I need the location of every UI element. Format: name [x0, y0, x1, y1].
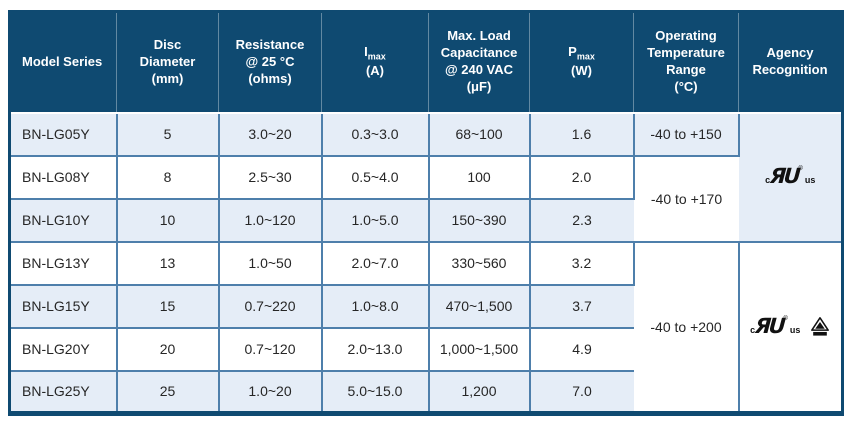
temp-range-cell: -40 to +150: [633, 112, 740, 157]
disc-diameter-cell: 13: [116, 241, 220, 286]
model-cell: BN-LG20Y: [9, 327, 118, 372]
pmax-symbol: P: [568, 44, 577, 60]
col-header-agency-recognition: Agency Recognition: [738, 11, 843, 114]
disc-diameter-cell: 20: [116, 327, 220, 372]
table-row: BN-LG10Y 10 1.0~120 1.0~5.0 150~390 2.3: [9, 198, 843, 243]
model-cell: BN-LG10Y: [9, 198, 118, 243]
disc-diameter-cell: 15: [116, 284, 220, 329]
disc-diameter-cell: 8: [116, 155, 220, 200]
table-row: BN-LG05Y 5 3.0~20 0.3~3.0 68~100 1.6 -40…: [9, 112, 843, 243]
table-row: BN-LG20Y 20 0.7~120 2.0~13.0 1,000~1,500…: [9, 327, 843, 372]
pmax-unit: (W): [571, 63, 592, 79]
capacitance-cell: 150~390: [428, 198, 531, 243]
imax-cell: 0.3~3.0: [321, 112, 430, 157]
col-header-imax: Imax (A): [321, 11, 429, 114]
model-cell: BN-LG05Y: [9, 112, 118, 157]
header-row: Model Series Disc Diameter (mm) Resistan…: [9, 11, 843, 114]
capacitance-cell: 470~1,500: [428, 284, 531, 329]
resistance-cell: 2.5~30: [218, 155, 323, 200]
disc-diameter-cell: 25: [116, 370, 220, 414]
spec-table: Model Series Disc Diameter (mm) Resistan…: [8, 10, 844, 416]
resistance-cell: 3.0~20: [218, 112, 323, 157]
pmax-cell: 3.2: [529, 241, 635, 286]
col-header-pmax: Pmax (W): [529, 11, 634, 114]
pmax-cell: 7.0: [529, 370, 634, 414]
resistance-cell: 1.0~120: [218, 198, 323, 243]
temp-range-cell: -40 to +170: [633, 155, 739, 243]
triangle-cert-mark-icon: [810, 316, 830, 337]
pmax-cell: 3.7: [529, 284, 634, 329]
capacitance-cell: 1,000~1,500: [428, 327, 531, 372]
imax-cell: 5.0~15.0: [321, 370, 430, 414]
imax-symbol: I: [364, 44, 368, 60]
resistance-cell: 1.0~50: [218, 241, 323, 286]
capacitance-cell: 1,200: [428, 370, 531, 414]
col-header-resistance: Resistance @ 25 °C (ohms): [218, 11, 322, 114]
imax-unit: (A): [365, 63, 385, 79]
col-header-operating-temperature: Operating Temperature Range (°C): [633, 11, 739, 114]
cULus-mark-icon: c ЯU ® us: [750, 313, 801, 338]
capacitance-cell: 330~560: [428, 241, 531, 286]
col-header-max-load-capacitance: Max. Load Capacitance @ 240 VAC (μF): [428, 11, 530, 114]
model-cell: BN-LG15Y: [9, 284, 118, 329]
imax-cell: 2.0~7.0: [321, 241, 430, 286]
agency-recognition-cell: c ЯU ® us: [738, 112, 843, 243]
cULus-mark-icon: c ЯU ® us: [765, 164, 816, 189]
resistance-cell: 1.0~20: [218, 370, 323, 414]
imax-cell: 0.5~4.0: [321, 155, 430, 200]
resistance-cell: 0.7~220: [218, 284, 323, 329]
pmax-subscript: max: [576, 51, 595, 62]
imax-cell: 2.0~13.0: [321, 327, 430, 372]
pmax-cell: 1.6: [529, 112, 635, 157]
disc-diameter-cell: 10: [116, 198, 220, 243]
table-row: BN-LG25Y 25 1.0~20 5.0~15.0 1,200 7.0: [9, 370, 843, 414]
col-header-model-series: Model Series: [9, 11, 117, 114]
col-header-disc-diameter: Disc Diameter (mm): [116, 11, 219, 114]
capacitance-cell: 100: [428, 155, 531, 200]
resistance-cell: 0.7~120: [218, 327, 323, 372]
imax-cell: 1.0~8.0: [321, 284, 430, 329]
table-row: BN-LG15Y 15 0.7~220 1.0~8.0 470~1,500 3.…: [9, 284, 843, 329]
pmax-cell: 2.3: [529, 198, 634, 243]
model-cell: BN-LG08Y: [9, 155, 118, 200]
agency-recognition-cell: c ЯU ® us: [738, 241, 843, 415]
table-row: BN-LG13Y 13 1.0~50 2.0~7.0 330~560 3.2 -…: [9, 241, 843, 415]
capacitance-cell: 68~100: [428, 112, 531, 157]
table-row: BN-LG08Y 8 2.5~30 0.5~4.0 100 2.0 -40 to…: [9, 155, 843, 243]
model-cell: BN-LG13Y: [9, 241, 118, 286]
imax-subscript: max: [367, 51, 386, 62]
pmax-cell: 2.0: [529, 155, 635, 200]
pmax-cell: 4.9: [529, 327, 634, 372]
imax-cell: 1.0~5.0: [321, 198, 430, 243]
disc-diameter-cell: 5: [116, 112, 220, 157]
model-cell: BN-LG25Y: [9, 370, 118, 414]
datasheet-page: Model Series Disc Diameter (mm) Resistan…: [8, 10, 844, 416]
temp-range-cell: -40 to +200: [633, 241, 740, 415]
